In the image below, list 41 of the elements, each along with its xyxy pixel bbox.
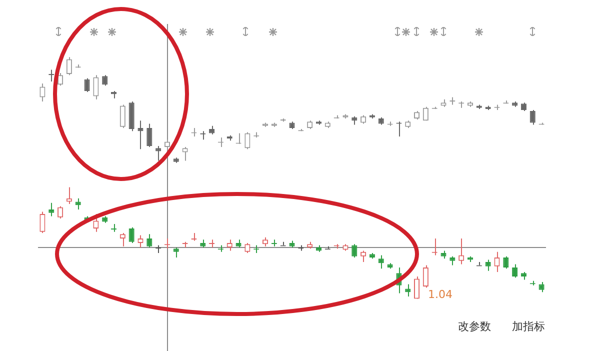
candlestick: [414, 276, 420, 300]
candlestick: [182, 146, 188, 162]
candlestick: [503, 256, 509, 270]
candlestick: [58, 206, 64, 219]
candlestick: [538, 282, 544, 293]
candlestick: [209, 239, 215, 248]
candlestick: [110, 224, 117, 232]
candlestick: [138, 120, 144, 150]
candlestick: [66, 56, 72, 76]
candlestick: [422, 106, 428, 122]
candlestick: [40, 211, 46, 234]
candlestick: [128, 226, 134, 244]
candlestick: [146, 123, 152, 148]
candlestick: [138, 234, 144, 248]
candlestick: [485, 259, 491, 272]
candlestick: [244, 132, 250, 150]
candlestick: [298, 244, 304, 252]
candlestick: [405, 284, 411, 298]
candlestick: [173, 246, 179, 258]
candlestick: [84, 78, 90, 93]
candlestick: [120, 232, 126, 247]
candlestick: [360, 250, 366, 262]
candlestick: [226, 239, 232, 252]
candlestick: [530, 110, 536, 126]
candlestick: [146, 234, 152, 248]
text: 改参数: [458, 319, 491, 334]
candlestick: [75, 198, 81, 210]
candlestick: [422, 264, 428, 288]
candlestick: [156, 244, 162, 254]
candlestick: [40, 83, 46, 102]
candlestick: [58, 72, 64, 86]
candlestick: [458, 238, 464, 265]
candlestick: [48, 202, 54, 217]
candlestick: [156, 145, 162, 162]
annotation: 1.04: [428, 288, 452, 301]
candlestick: [378, 254, 384, 270]
candlestick: [191, 232, 197, 242]
candlestick: [352, 244, 358, 258]
text: 加指标: [512, 319, 545, 334]
candlestick: [93, 74, 99, 100]
candlestick: [120, 104, 126, 128]
